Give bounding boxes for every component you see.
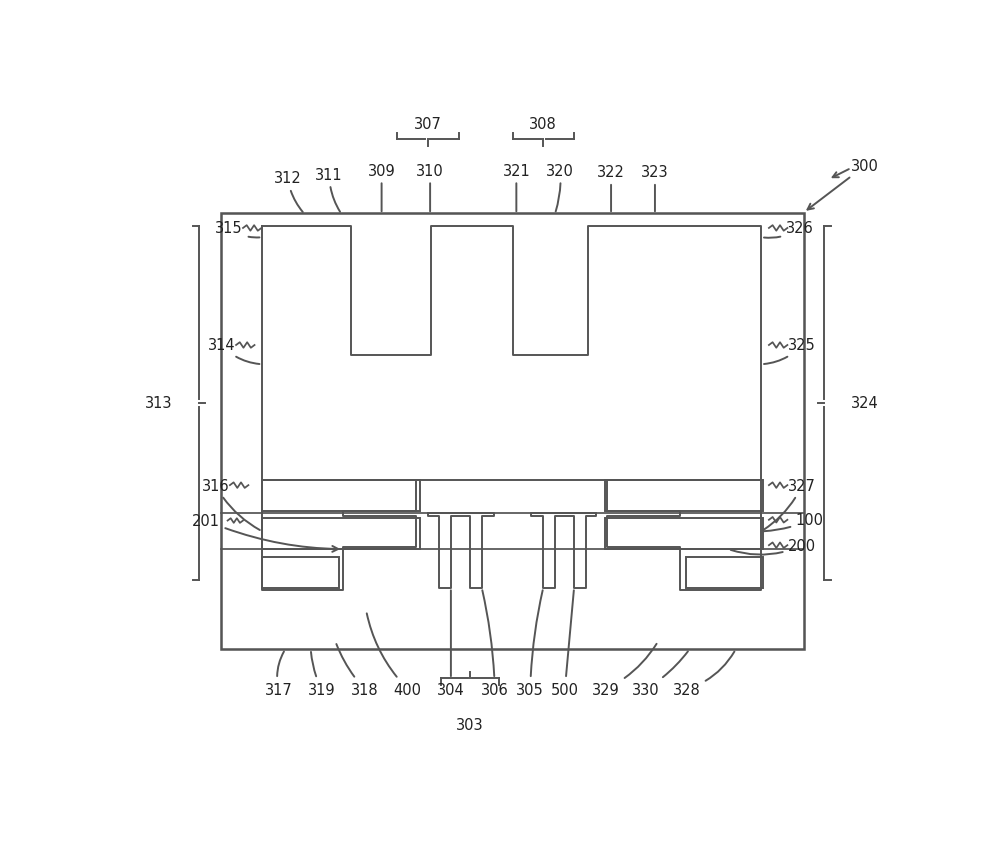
- Text: 321: 321: [502, 164, 530, 212]
- Text: 200: 200: [731, 538, 816, 555]
- Text: 316: 316: [202, 478, 260, 530]
- Text: 315: 315: [215, 221, 259, 238]
- Text: 306: 306: [481, 591, 509, 697]
- Text: 318: 318: [336, 644, 378, 697]
- Text: 303: 303: [456, 717, 484, 732]
- Text: 309: 309: [368, 164, 395, 212]
- Text: 500: 500: [551, 591, 579, 697]
- Text: 320: 320: [546, 164, 574, 212]
- Bar: [262, 480, 420, 511]
- Text: 305: 305: [516, 591, 544, 697]
- Bar: [262, 557, 339, 588]
- Text: 300: 300: [807, 159, 879, 210]
- Text: 201: 201: [192, 513, 338, 552]
- Text: 313: 313: [145, 396, 172, 411]
- Text: 310: 310: [416, 164, 444, 212]
- Text: 325: 325: [764, 338, 816, 364]
- Bar: [605, 518, 763, 549]
- Text: 324: 324: [851, 396, 879, 411]
- Text: 314: 314: [208, 338, 259, 364]
- Bar: [262, 518, 420, 549]
- Text: 327: 327: [764, 478, 816, 530]
- Text: 317: 317: [265, 652, 292, 697]
- Text: 312: 312: [274, 171, 303, 213]
- Text: 322: 322: [597, 165, 625, 212]
- Text: 400: 400: [367, 614, 422, 697]
- Text: 326: 326: [764, 221, 814, 238]
- Text: 304: 304: [437, 591, 465, 697]
- Bar: [221, 214, 804, 649]
- Text: 323: 323: [641, 165, 669, 212]
- Text: 307: 307: [414, 117, 442, 132]
- Bar: [605, 480, 763, 511]
- Bar: [686, 557, 763, 588]
- Text: 329: 329: [592, 644, 657, 697]
- Text: 311: 311: [315, 167, 343, 213]
- Text: 319: 319: [308, 652, 335, 697]
- Text: 330: 330: [632, 652, 688, 697]
- Text: 100: 100: [764, 512, 824, 531]
- Text: 328: 328: [673, 652, 734, 697]
- Text: 308: 308: [529, 117, 557, 132]
